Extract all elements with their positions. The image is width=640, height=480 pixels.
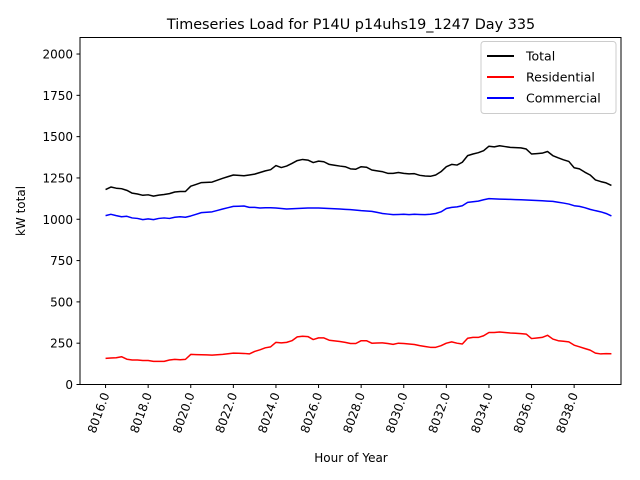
y-tick-label: 1250 xyxy=(42,171,73,185)
legend-label-residential: Residential xyxy=(526,70,595,85)
y-tick-label: 1750 xyxy=(42,89,73,103)
chart-title: Timeseries Load for P14U p14uhs19_1247 D… xyxy=(166,17,535,33)
x-tick-label: 8030.0 xyxy=(383,391,411,435)
series-line-commercial xyxy=(105,197,612,221)
x-tick-label: 8018.0 xyxy=(127,391,155,435)
x-tick-label: 8022.0 xyxy=(213,391,241,435)
x-tick-label: 8032.0 xyxy=(426,391,454,435)
y-tick-label: 0 xyxy=(65,378,73,392)
x-tick-label: 8020.0 xyxy=(170,391,198,435)
legend: Total Residential Commercial xyxy=(480,41,617,114)
x-tick-label: 8028.0 xyxy=(340,391,368,435)
legend-frame xyxy=(480,41,617,114)
y-tick-label: 1500 xyxy=(42,130,73,144)
x-tick-label: 8026.0 xyxy=(298,391,326,435)
x-tick-label: 8024.0 xyxy=(255,391,283,435)
y-axis-label: kW total xyxy=(14,186,28,236)
y-tick-label: 750 xyxy=(50,254,73,268)
legend-label-total: Total xyxy=(525,49,555,64)
y-tick-label: 1000 xyxy=(42,213,73,227)
x-tick-label: 8034.0 xyxy=(468,391,496,435)
x-tick-label: 8036.0 xyxy=(511,391,539,435)
legend-label-commercial: Commercial xyxy=(526,91,601,106)
x-tick-label: 8016.0 xyxy=(85,391,113,435)
x-axis-label: Hour of Year xyxy=(314,451,388,465)
y-tick-label: 2000 xyxy=(42,48,73,62)
series-line-total xyxy=(105,144,612,197)
y-axis: 0 250 500 750 1000 1250 1500 1750 2000 xyxy=(42,48,80,392)
plot-frame xyxy=(79,37,622,385)
series-lines xyxy=(105,144,612,363)
y-tick-label: 250 xyxy=(50,337,73,351)
x-tick-label: 8038.0 xyxy=(553,391,581,435)
y-tick-label: 500 xyxy=(50,295,73,309)
x-axis: 8016.0 8018.0 8020.0 8022.0 8024.0 8026.0 8028… xyxy=(85,384,581,435)
series-line-residential xyxy=(105,331,612,363)
